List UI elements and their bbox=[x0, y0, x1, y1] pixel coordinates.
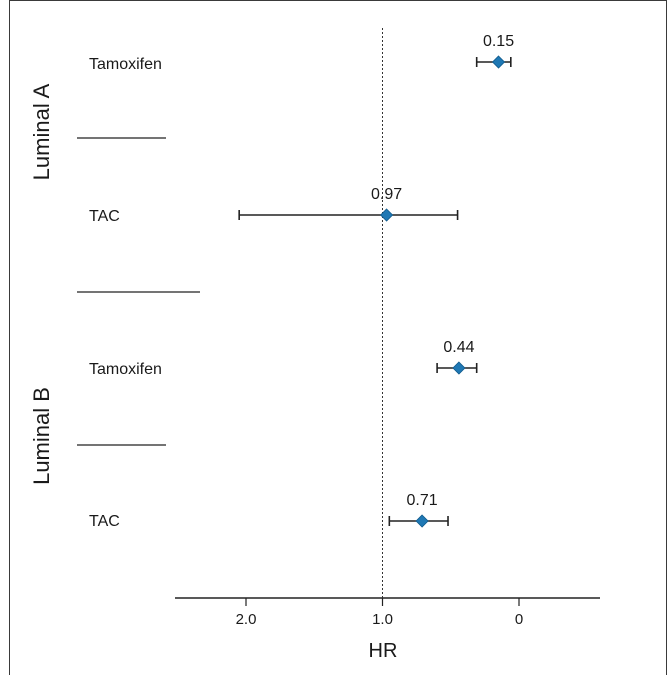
hr-point-marker bbox=[452, 361, 466, 375]
hr-value-label: 0.97 bbox=[371, 186, 402, 203]
x-tick-label: 1.0 bbox=[372, 611, 393, 628]
x-axis-title: HR bbox=[369, 640, 398, 662]
group-label-luminal-b: Luminal B bbox=[29, 387, 54, 485]
hr-point-marker bbox=[415, 514, 429, 528]
hr-value-label: 0.15 bbox=[483, 33, 514, 50]
row-label-luminal-b-tamoxifen: Tamoxifen bbox=[89, 361, 162, 378]
chart-frame bbox=[9, 0, 667, 675]
x-tick-label: 0 bbox=[515, 611, 523, 628]
hr-value-label: 0.71 bbox=[407, 492, 438, 509]
row-label-luminal-b-tac: TAC bbox=[89, 513, 120, 530]
hr-point-marker bbox=[491, 55, 506, 69]
hr-point-marker bbox=[380, 208, 394, 222]
row-label-luminal-a-tac: TAC bbox=[89, 208, 120, 225]
row-label-luminal-a-tamoxifen: Tamoxifen bbox=[89, 56, 162, 73]
x-tick-label: 2.0 bbox=[236, 611, 257, 628]
hr-value-label: 0.44 bbox=[443, 339, 474, 356]
group-label-luminal-a: Luminal A bbox=[29, 83, 54, 180]
